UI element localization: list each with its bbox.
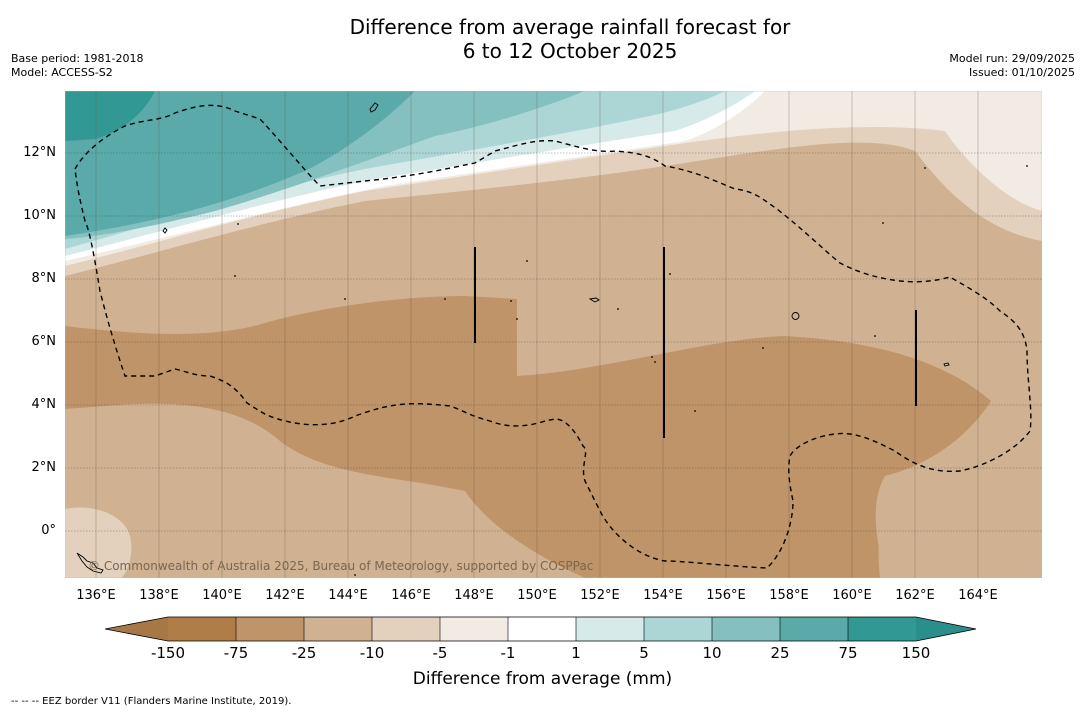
colorbar-tick-25: 25 (770, 644, 790, 662)
lat-label-12: 12°N (23, 145, 56, 160)
meta-left: Base period: 1981-2018 Model: ACCESS-S2 (11, 52, 143, 80)
colorbar-tick-minus150: -150 (150, 644, 186, 662)
lon-label-144: 144°E (328, 588, 368, 603)
issued-date: Issued: 01/10/2025 (968, 66, 1075, 79)
island (76, 552, 104, 574)
map-band-75-150 (65, 91, 155, 141)
colorbar-tick-minus75: -75 (223, 644, 249, 662)
colorbar-tick-minus1: -1 (500, 644, 516, 662)
base-period: Base period: 1981-2018 (11, 52, 144, 65)
model-run: Model run: 29/09/2025 (949, 52, 1075, 65)
lon-label-160: 160°E (832, 588, 872, 603)
lat-label-0: 0° (41, 523, 56, 538)
colorbar-swatch-2 (236, 617, 304, 641)
lon-label-148: 148°E (454, 588, 494, 603)
colorbar-swatch-5 (440, 617, 508, 641)
island (791, 312, 800, 320)
lon-label-150: 150°E (517, 588, 557, 603)
lon-label-154: 154°E (643, 588, 683, 603)
map-band-25-75 (65, 91, 415, 236)
lon-label-152: 152°E (580, 588, 620, 603)
colorbar-swatch-10 (780, 617, 848, 641)
map-title-line1: Difference from average rainfall forecas… (349, 15, 791, 39)
lon-label-164: 164°E (958, 588, 998, 603)
colorbar-swatch-3 (304, 617, 372, 641)
copyright-text: © Commonwealth of Australia 2025, Bureau… (88, 559, 593, 573)
colorbar-swatch-9 (712, 617, 780, 641)
lon-label-136: 136°E (76, 588, 116, 603)
colorbar-title: Difference from average (mm) (412, 669, 673, 689)
lat-label-10: 10°N (23, 208, 56, 223)
colorbar-tick-75: 75 (838, 644, 858, 662)
eez-boundary-lines (474, 247, 917, 438)
map-title-line2: 6 to 12 October 2025 (462, 39, 678, 63)
colorbar-swatch-6 (508, 617, 576, 641)
meta-right: Model run: 29/09/2025 Issued: 01/10/2025 (949, 52, 1075, 80)
graticule-parallels (65, 152, 1042, 532)
lon-label-140: 140°E (202, 588, 242, 603)
lon-label-162: 162°E (895, 588, 935, 603)
colorbar-swatch-8 (644, 617, 712, 641)
island (943, 362, 950, 367)
colorbar-tick-10: 10 (702, 644, 722, 662)
colorbar-tick-150: 150 (901, 644, 931, 662)
lat-label-2: 2°N (31, 460, 57, 475)
footnote-eez: -- -- -- EEZ border V11 (Flanders Marine… (11, 696, 292, 707)
island-dots (234, 165, 1028, 576)
lat-label-4: 4°N (31, 397, 57, 412)
island (369, 102, 379, 113)
colorbar (105, 616, 977, 642)
colorbar-swatch-7 (576, 617, 644, 641)
colorbar-swatch-11 (848, 617, 916, 641)
lon-label-142: 142°E (265, 588, 305, 603)
rainfall-anomaly-map: © Commonwealth of Australia 2025, Bureau… (65, 91, 1042, 578)
lon-label-138: 138°E (139, 588, 179, 603)
lat-label-6: 6°N (31, 334, 57, 349)
lon-label-146: 146°E (391, 588, 431, 603)
colorbar-extend-high (916, 617, 976, 641)
island (588, 297, 600, 303)
lon-label-158: 158°E (769, 588, 809, 603)
colorbar-swatch-4 (372, 617, 440, 641)
colorbar-tick-minus10: -10 (359, 644, 385, 662)
lon-label-156: 156°E (706, 588, 746, 603)
lat-label-8: 8°N (31, 271, 57, 286)
island (162, 227, 168, 234)
model-name: Model: ACCESS-S2 (11, 66, 113, 79)
islands (76, 102, 950, 574)
colorbar-tick-minus25: -25 (291, 644, 317, 662)
map-band-minus75-minus25 (65, 296, 991, 578)
colorbar-swatch-1 (168, 617, 236, 641)
eez-border (74, 104, 1032, 569)
colorbar-extend-low (105, 617, 168, 641)
colorbar-tick-5: 5 (639, 644, 649, 662)
colorbar-tick-minus5: -5 (432, 644, 448, 662)
map-band-minus25-se (878, 461, 1042, 578)
colorbar-tick-1: 1 (571, 644, 581, 662)
